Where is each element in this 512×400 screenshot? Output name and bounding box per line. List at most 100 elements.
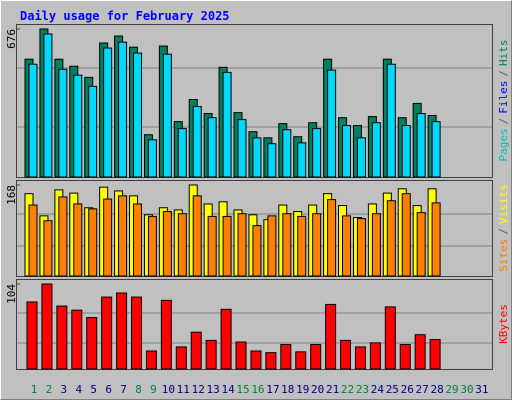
bar: [103, 198, 113, 277]
bar: [175, 346, 187, 370]
x-tick-label: 16: [251, 383, 264, 396]
bar: [116, 292, 128, 370]
bar: [145, 350, 157, 370]
x-tick-label: 4: [75, 383, 82, 396]
bar: [86, 317, 98, 370]
bar: [416, 113, 426, 178]
bar: [295, 351, 307, 370]
x-tick-label: 3: [61, 383, 68, 396]
legend-item: Hits: [497, 40, 510, 67]
x-tick-label: 28: [430, 383, 443, 396]
x-tick-label: 7: [120, 383, 127, 396]
x-tick-label: 21: [326, 383, 339, 396]
x-tick-label: 9: [150, 383, 157, 396]
chart-title: Daily usage for February 2025: [20, 9, 230, 23]
bar: [252, 137, 262, 178]
bar: [250, 350, 262, 370]
bar: [71, 309, 83, 370]
bar: [177, 128, 187, 178]
bar: [41, 283, 53, 370]
x-tick-label: 26: [401, 383, 414, 396]
legend: KBytes: [497, 304, 510, 344]
legend-item: Visits: [497, 184, 510, 224]
x-tick-label: 23: [356, 383, 369, 396]
bar: [26, 301, 38, 370]
bar: [118, 41, 128, 178]
bar: [133, 203, 143, 277]
bar: [310, 343, 322, 370]
bar: [207, 117, 217, 178]
bar: [28, 204, 38, 277]
bar: [162, 53, 172, 178]
legend-item: Files: [497, 81, 510, 114]
x-tick-label: 19: [296, 383, 309, 396]
bar: [401, 125, 411, 178]
bar: [58, 68, 68, 178]
legend-item: /: [497, 228, 510, 235]
y-tick-label: 676: [5, 29, 18, 49]
bar: [207, 215, 217, 277]
bar: [28, 63, 38, 178]
bar: [297, 215, 307, 277]
bar: [340, 339, 352, 370]
bar: [342, 215, 352, 277]
bar: [160, 299, 172, 370]
x-tick-label: 22: [341, 383, 354, 396]
bar: [369, 342, 381, 370]
bar: [265, 352, 277, 370]
bar: [282, 213, 292, 277]
bar: [431, 202, 441, 277]
bar: [431, 121, 441, 178]
x-tick-label: 12: [192, 383, 205, 396]
bar: [282, 129, 292, 178]
bar: [386, 200, 396, 277]
x-tick-label: 8: [135, 383, 142, 396]
bar: [88, 85, 98, 178]
bar: [192, 195, 202, 277]
bar: [354, 346, 366, 370]
bar: [56, 305, 68, 370]
x-tick-label: 24: [371, 383, 385, 396]
bar: [267, 215, 277, 277]
legend-item: Sites: [497, 239, 510, 272]
x-tick-label: 18: [281, 383, 294, 396]
x-tick-label: 25: [386, 383, 399, 396]
legend-item: Pages: [497, 128, 510, 161]
bar: [252, 225, 262, 277]
bar: [237, 119, 247, 178]
bar: [267, 143, 277, 178]
x-tick-label: 27: [416, 383, 429, 396]
bar: [371, 213, 381, 277]
bar: [371, 122, 381, 178]
bar: [386, 63, 396, 178]
x-tick-label: 31: [475, 383, 488, 396]
bar: [237, 213, 247, 277]
bar: [58, 196, 68, 277]
x-tick-label: 20: [311, 383, 324, 396]
bar: [384, 306, 396, 370]
bar: [416, 212, 426, 277]
bar: [147, 215, 157, 277]
bar: [399, 343, 411, 370]
bar: [235, 341, 247, 370]
bar: [101, 296, 113, 370]
bar: [118, 195, 128, 277]
bar: [73, 74, 83, 178]
bar: [356, 137, 366, 178]
bar: [43, 33, 53, 178]
x-tick-label: 29: [445, 383, 458, 396]
legend: Sites / Visits: [497, 184, 510, 272]
bar: [414, 334, 426, 370]
bar: [88, 208, 98, 277]
bar: [401, 193, 411, 277]
bar: [43, 220, 53, 277]
x-tick-label: 6: [105, 383, 112, 396]
x-tick-label: 2: [46, 383, 53, 396]
bar: [162, 211, 172, 277]
x-tick-label: 1: [31, 383, 38, 396]
x-tick-label: 14: [221, 383, 235, 396]
bar: [325, 303, 337, 370]
bar: [312, 128, 322, 178]
bar: [222, 215, 232, 277]
x-tick-label: 30: [460, 383, 473, 396]
